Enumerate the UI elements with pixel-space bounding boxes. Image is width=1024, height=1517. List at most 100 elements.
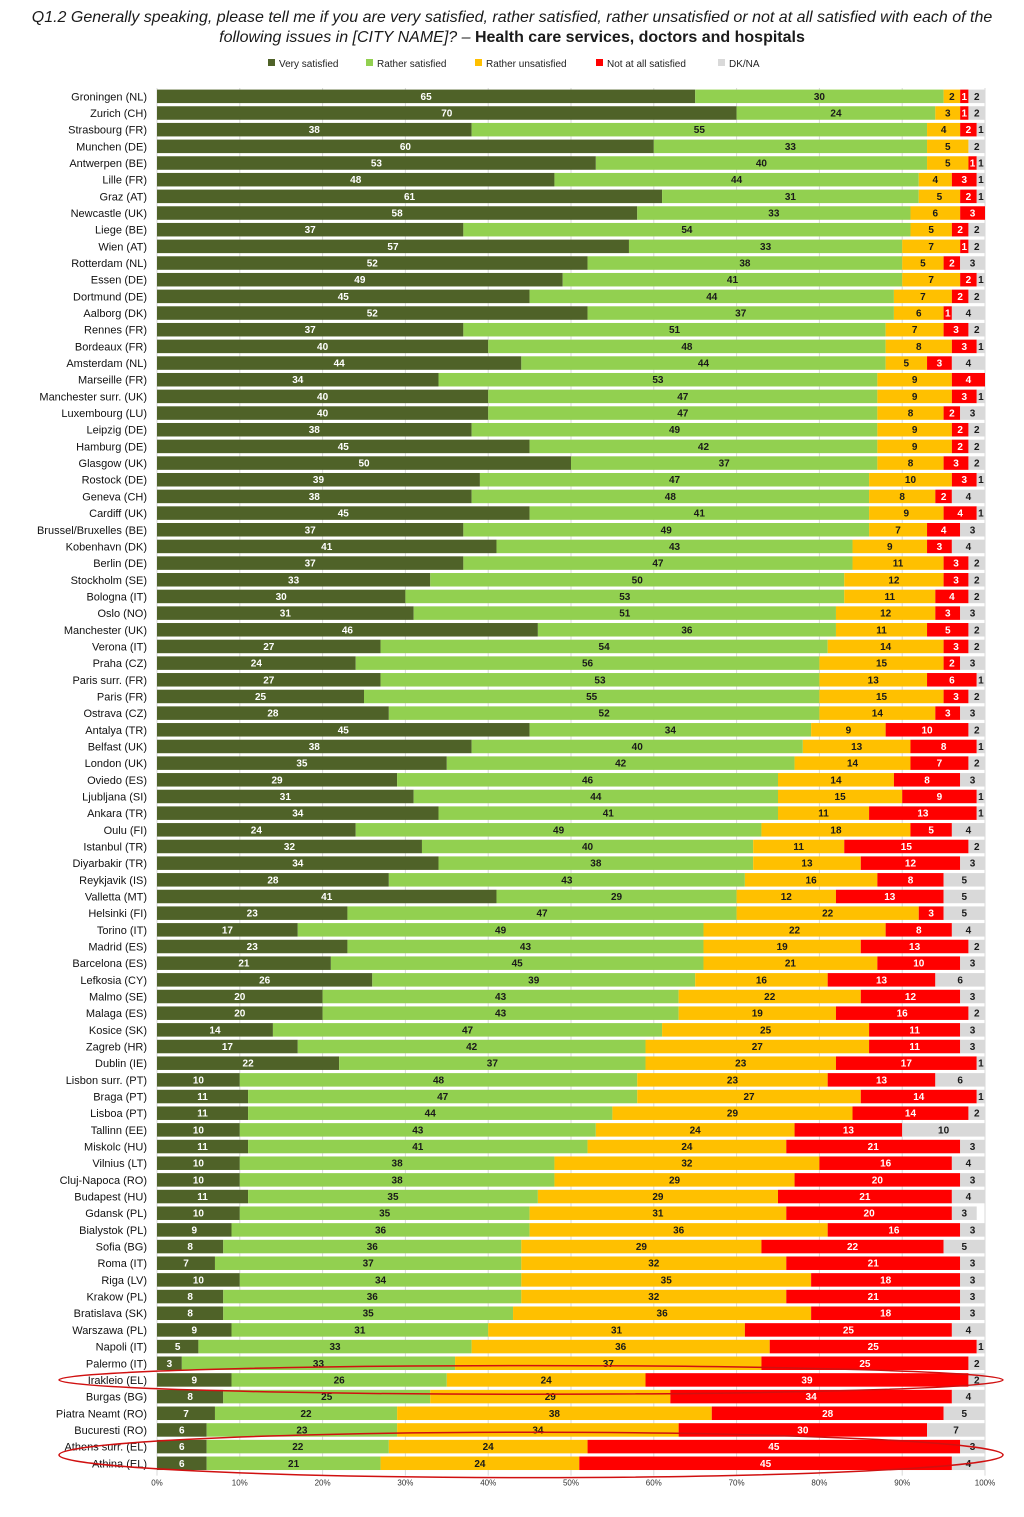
- bar-segment-very-satisfied: [157, 1323, 232, 1337]
- bar-segment-not-at-all-satisfied: [951, 372, 985, 387]
- data-label: 21: [238, 959, 250, 970]
- data-label: 1: [962, 92, 968, 103]
- bar-segment-dk-na: [960, 1039, 985, 1054]
- bar-segment-rather-satisfied: [413, 606, 836, 620]
- data-label: 1: [978, 275, 984, 286]
- data-label: 3: [970, 1042, 976, 1053]
- data-label: 15: [876, 692, 888, 703]
- bar-segment-not-at-all-satisfied: [786, 1256, 961, 1270]
- category-label: Krakow (PL): [86, 1292, 147, 1304]
- bar-segment-rather-satisfied: [206, 1439, 389, 1454]
- data-label: 55: [586, 692, 598, 703]
- x-tick-label: 50%: [563, 1479, 579, 1488]
- x-tick-label: 100%: [975, 1479, 995, 1488]
- bar-segment-rather-satisfied: [653, 139, 928, 154]
- bar-row-paris-surr-fr: 27 53 13 6 1: [157, 673, 985, 687]
- data-label: 4: [966, 542, 972, 553]
- category-label: Praha (CZ): [93, 658, 147, 670]
- data-label: 8: [916, 925, 922, 936]
- bar-segment-rather-satisfied: [438, 806, 778, 820]
- data-label: 4: [941, 125, 947, 136]
- category-label: Amsterdam (NL): [66, 358, 147, 370]
- bar-segment-very-satisfied: [157, 1406, 215, 1421]
- bar-segment-dk-na: [960, 523, 985, 537]
- data-label: 6: [179, 1459, 185, 1470]
- data-label: 41: [412, 1142, 424, 1153]
- bar-row-rostock-de: 39 47 10 3 1: [157, 472, 985, 487]
- bar-segment-rather-satisfied: [206, 1456, 381, 1471]
- data-label: 24: [830, 109, 842, 120]
- bar-segment-rather-unsatisfied: [877, 389, 952, 404]
- bar-segment-dk-na: [968, 756, 985, 770]
- bar-row-antwerpen-be: 53 40 5 1 1: [157, 156, 985, 170]
- bar-segment-rather-unsatisfied: [852, 556, 944, 570]
- data-label: 35: [387, 1192, 399, 1203]
- bar-segment-not-at-all-satisfied: [786, 1139, 961, 1154]
- data-label: 1: [978, 809, 984, 820]
- bar-segment-very-satisfied: [157, 1123, 240, 1137]
- bar-segment-very-satisfied: [157, 806, 439, 820]
- bar-segment-dk-na: [968, 456, 985, 470]
- category-label: Graz (AT): [100, 191, 147, 203]
- question-text: Q1.2 Generally speaking, please tell me …: [31, 9, 993, 46]
- bar-segment-rather-unsatisfied: [869, 472, 952, 487]
- category-label: Lille (FR): [102, 175, 147, 187]
- bar-segment-very-satisfied: [157, 122, 472, 137]
- bar-segment-not-at-all-satisfied: [645, 1373, 969, 1387]
- bar-segment-rather-unsatisfied: [885, 356, 928, 370]
- bar-segment-not-at-all-satisfied: [935, 706, 961, 720]
- data-label: 56: [582, 659, 594, 670]
- data-label: 2: [974, 325, 980, 336]
- bar-segment-dk-na: [976, 172, 985, 187]
- bar-segment-rather-satisfied: [529, 506, 870, 520]
- data-label: 3: [953, 559, 959, 570]
- data-label: 35: [363, 1309, 375, 1320]
- legend-swatch-rather-unsatisfied: [475, 59, 482, 66]
- bar-row-madrid-es: 23 43 19 13 2: [157, 939, 985, 954]
- bar-segment-rather-satisfied: [364, 689, 820, 704]
- data-label: 8: [908, 409, 914, 420]
- bar-segment-very-satisfied: [157, 989, 323, 1004]
- data-label: 2: [974, 1375, 980, 1386]
- category-label: Budapest (HU): [74, 1192, 147, 1204]
- bar-segment-dk-na: [968, 422, 985, 437]
- data-label: 45: [512, 959, 524, 970]
- bar-segment-dk-na: [968, 89, 985, 104]
- bar-row-bologna-it: 30 53 11 4 2: [157, 589, 985, 604]
- data-label: 8: [187, 1309, 193, 1320]
- data-label: 8: [187, 1392, 193, 1403]
- bar-segment-rather-unsatisfied: [902, 272, 961, 287]
- data-label: 2: [966, 125, 972, 136]
- data-label: 11: [909, 1025, 920, 1036]
- data-label: 7: [928, 242, 934, 253]
- bar-segment-rather-unsatisfied: [927, 122, 961, 137]
- data-label: 20: [234, 1009, 246, 1020]
- bar-segment-very-satisfied: [157, 339, 489, 354]
- bar-row-helsinki-fi: 23 47 22 3 5: [157, 906, 985, 920]
- bar-segment-dk-na: [960, 856, 985, 870]
- data-label: 48: [665, 492, 677, 503]
- data-label: 9: [937, 792, 943, 803]
- bar-segment-dk-na: [968, 322, 985, 337]
- category-label: Zurich (CH): [90, 108, 147, 120]
- bar-segment-not-at-all-satisfied: [927, 539, 952, 554]
- category-label: Burgas (BG): [86, 1392, 147, 1404]
- bar-segment-rather-satisfied: [488, 339, 886, 354]
- bar-row-bordeaux-fr: 40 48 8 3 1: [157, 339, 985, 354]
- data-label: 45: [768, 1442, 780, 1453]
- bar-row-cardiff-uk: 45 41 9 4 1: [157, 506, 985, 520]
- data-label: 31: [652, 1209, 664, 1220]
- bar-segment-very-satisfied: [157, 189, 663, 204]
- data-label: 14: [830, 775, 842, 786]
- data-label: 13: [801, 859, 813, 870]
- data-label: 14: [913, 1092, 925, 1103]
- data-label: 5: [945, 159, 951, 170]
- bar-segment-very-satisfied: [157, 956, 331, 970]
- data-label: 8: [924, 775, 930, 786]
- data-label: 2: [974, 759, 980, 770]
- bar-segment-dk-na: [960, 606, 985, 620]
- bar-segment-not-at-all-satisfied: [761, 1356, 969, 1371]
- data-label: 1: [978, 125, 984, 136]
- topic-text: Health care services, doctors and hospit…: [474, 29, 805, 46]
- bar-segment-dk-na: [976, 806, 985, 820]
